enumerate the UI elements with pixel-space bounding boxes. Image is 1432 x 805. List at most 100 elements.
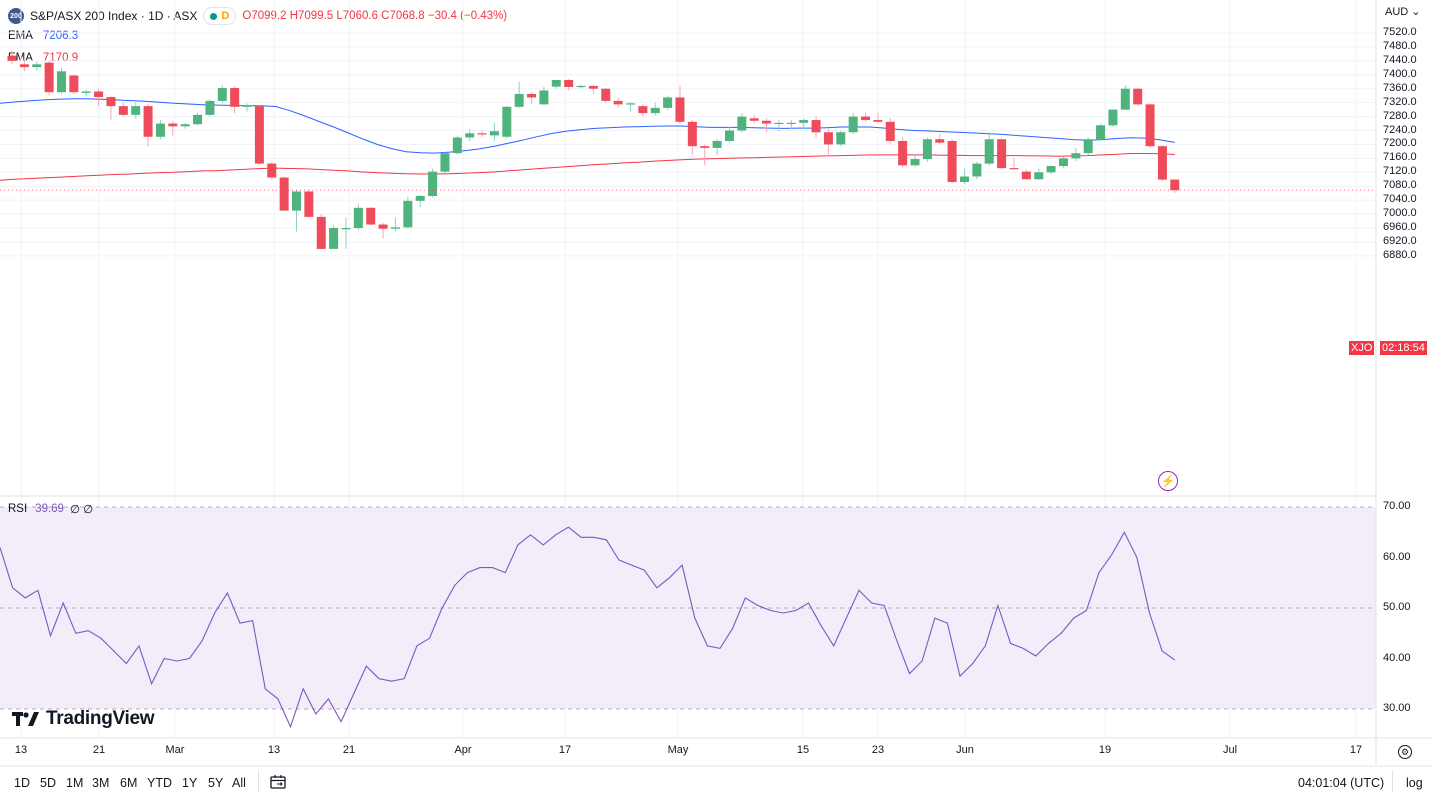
range-button-1m[interactable]: 1M	[66, 776, 84, 790]
candle-body	[836, 132, 846, 145]
range-button-6m[interactable]: 6M	[120, 776, 138, 790]
candle	[1034, 168, 1044, 180]
symbol-title[interactable]: S&P/ASX 200 Index · 1D · ASX	[30, 9, 198, 23]
candle	[811, 116, 821, 138]
lightning-icon[interactable]: ⚡	[1158, 471, 1178, 491]
calendar-range-icon[interactable]	[270, 774, 288, 790]
candle	[514, 81, 524, 108]
candle-body	[32, 64, 42, 68]
candle	[19, 59, 29, 72]
candle	[94, 88, 104, 107]
rsi-line	[0, 526, 1176, 729]
price-tick-label: 6880.0	[1383, 248, 1417, 261]
candle-body	[947, 140, 957, 183]
candle-body	[230, 88, 240, 107]
candle	[415, 194, 425, 208]
candle	[329, 225, 339, 249]
candle	[316, 214, 326, 249]
candle	[118, 102, 128, 117]
candle	[341, 217, 351, 249]
currency-selector[interactable]: AUD ⌄	[1385, 5, 1421, 18]
candle-body	[823, 132, 833, 145]
range-button-3m[interactable]: 3M	[92, 776, 110, 790]
candle	[1009, 158, 1019, 170]
range-button-1d[interactable]: 1D	[14, 776, 30, 790]
rsi-tick-label: 50.00	[1383, 601, 1411, 613]
candle-body	[7, 55, 17, 61]
time-axis-label: Jul	[1222, 744, 1238, 756]
candle-body	[650, 107, 660, 114]
candle	[700, 144, 710, 166]
candle-body	[811, 120, 821, 133]
candle	[489, 122, 499, 141]
candle-body	[465, 133, 475, 138]
range-button-5y[interactable]: 5Y	[208, 776, 224, 790]
symbol-legend: 200 S&P/ASX 200 Index · 1D · ASX D O7099…	[8, 7, 507, 25]
candle-body	[935, 139, 945, 143]
settings-gear-icon[interactable]: ⚙	[1398, 745, 1412, 759]
candle	[477, 130, 487, 137]
candle	[1021, 169, 1031, 180]
candle-body	[700, 146, 710, 148]
candle	[675, 85, 685, 124]
candle-body	[502, 106, 512, 137]
time-axis-label: 15	[796, 744, 810, 756]
candle	[663, 95, 673, 110]
rsi-tick-label: 70.00	[1383, 500, 1411, 512]
candle-body	[959, 176, 969, 183]
time-axis-label: 21	[92, 744, 106, 756]
candle-body	[514, 93, 524, 107]
candle	[650, 102, 660, 116]
candle-body	[440, 153, 450, 172]
candle	[32, 61, 42, 71]
candle	[180, 122, 190, 129]
candle	[44, 60, 54, 96]
candle-body	[848, 116, 858, 133]
ohlc-high: H7099.5	[289, 10, 334, 22]
price-tick-label: 7520.0	[1383, 26, 1417, 38]
range-button-5d[interactable]: 5D	[40, 776, 56, 790]
candle-body	[1108, 109, 1118, 126]
candle	[230, 85, 240, 114]
candle-body	[762, 120, 772, 124]
range-button-1y[interactable]: 1Y	[182, 776, 198, 790]
candle	[452, 135, 462, 155]
candle-body	[972, 163, 982, 177]
candle-body	[1021, 171, 1031, 180]
rsi-tick-label: 60.00	[1383, 550, 1411, 563]
candle-body	[378, 224, 388, 229]
candle	[1108, 109, 1118, 128]
candle	[7, 50, 17, 65]
market-open-dot	[210, 12, 218, 20]
price-tick-label: 7080.0	[1383, 179, 1417, 192]
candle	[428, 168, 438, 198]
candle-body	[477, 133, 487, 135]
range-button-ytd[interactable]: YTD	[147, 776, 172, 790]
candle-body	[898, 140, 908, 166]
candle-body	[576, 85, 586, 88]
candle	[1120, 85, 1130, 111]
candle-body	[180, 124, 190, 127]
candle-body	[131, 106, 141, 115]
brand-name: TradingView	[46, 708, 155, 729]
rsi-legend[interactable]: RSI 39.69 ∅ ∅	[8, 502, 93, 516]
log-scale-toggle[interactable]: log	[1406, 776, 1423, 790]
candle	[217, 85, 227, 103]
market-status-pill[interactable]: D	[203, 7, 237, 25]
utc-clock[interactable]: 04:01:04 (UTC)	[1298, 776, 1385, 790]
candle	[774, 120, 784, 132]
candle	[551, 80, 561, 89]
candle-body	[217, 88, 227, 101]
candle-body	[885, 121, 895, 141]
candle-body	[1157, 146, 1167, 180]
tradingview-logo[interactable]: TradingView	[12, 708, 155, 730]
range-button-all[interactable]: All	[232, 776, 246, 790]
price-tick-label: 7240.0	[1383, 123, 1417, 136]
candle-body	[267, 163, 277, 178]
candle-body	[910, 159, 920, 166]
candle	[873, 113, 883, 124]
price-tick-label: 7360.0	[1383, 81, 1417, 94]
candle-body	[1170, 179, 1180, 191]
candle-body	[341, 228, 351, 230]
